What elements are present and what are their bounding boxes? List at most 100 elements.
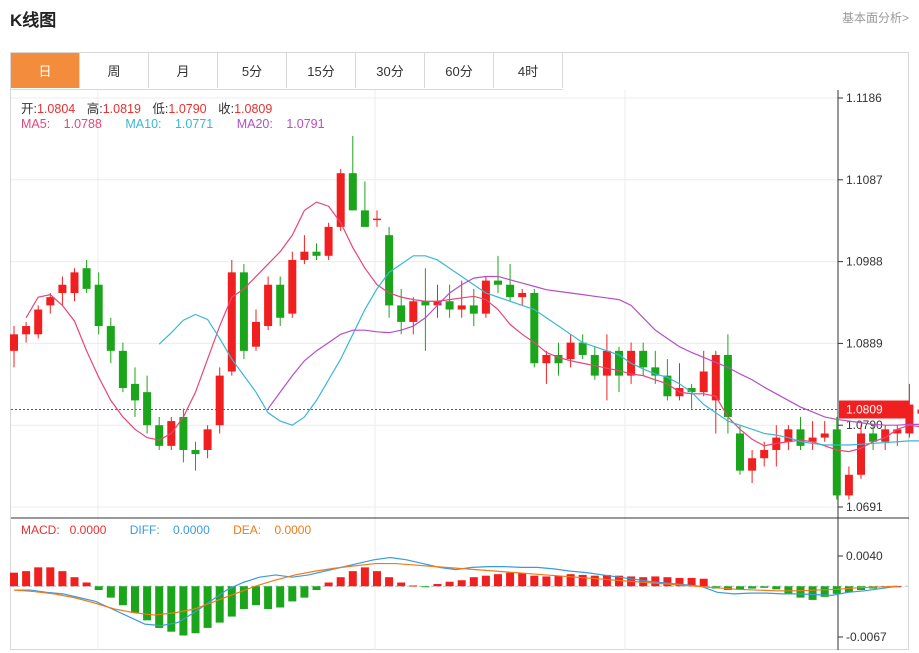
candle-body [288, 259, 297, 314]
candle-body [784, 429, 793, 442]
high-label: 高: [86, 102, 103, 116]
macd-bar [70, 577, 79, 587]
price-tick-label: 1.1087 [846, 173, 883, 187]
macd-bar [22, 571, 31, 587]
candle-body [457, 305, 466, 310]
candle-body [687, 388, 696, 393]
ma10-label: MA10: [125, 117, 165, 131]
tab-week[interactable]: 周 [80, 53, 149, 88]
macd-bar [457, 580, 466, 587]
tab-30min[interactable]: 30分 [356, 53, 425, 88]
macd-bar [58, 571, 67, 587]
ma5-value: 1.0788 [63, 117, 102, 131]
candle-body [397, 305, 406, 322]
macd-bar [445, 581, 454, 587]
ma20-label: MA20: [236, 117, 277, 131]
candle-body [300, 251, 309, 260]
candle-body [276, 284, 285, 318]
candle-body [760, 449, 769, 459]
macd-bar [736, 586, 744, 590]
candle-body [893, 429, 902, 434]
macd-bar [312, 586, 321, 591]
price-tick-label: 1.0988 [846, 255, 883, 269]
ohlc-readout: 开:1.0804 高:1.0819 低:1.0790 收:1.0809 [21, 98, 280, 117]
macd-label: MACD: [21, 523, 60, 537]
candle-body [699, 371, 708, 393]
candle-body [844, 474, 853, 496]
candle-body [143, 392, 152, 426]
candle-body [736, 433, 744, 471]
macd-bar [796, 586, 805, 598]
ma-readout: MA5: 1.0788 MA10: 1.0771 MA20: 1.0791 [21, 117, 345, 131]
close-value: 1.0809 [234, 102, 273, 116]
macd-bar [300, 586, 309, 598]
macd-bar [409, 585, 418, 587]
macd-bar [203, 586, 212, 628]
macd-bar [699, 578, 708, 587]
macd-bar [590, 575, 599, 587]
macd-bar [82, 582, 91, 587]
candle-body [70, 272, 79, 293]
candle-body [46, 297, 55, 306]
macd-bar [215, 586, 224, 623]
page-title: K线图 [10, 11, 57, 30]
macd-bar [167, 586, 176, 632]
tab-day[interactable]: 日 [11, 53, 80, 88]
macd-value: 0.0000 [69, 523, 107, 537]
macd-bar [494, 574, 502, 587]
tab-4hour[interactable]: 4时 [494, 53, 563, 88]
close-label: 收: [218, 102, 235, 116]
ma5-text: MA5: 1.0788 [21, 117, 112, 131]
price-tick-label: 1.0691 [846, 500, 883, 514]
ma5-label: MA5: [21, 117, 54, 131]
candle-body [22, 326, 31, 335]
candle-body [494, 280, 502, 285]
low-value: 1.0790 [168, 102, 207, 116]
fundamental-analysis-link[interactable]: 基本面分析> [841, 11, 909, 25]
candle-body [506, 284, 515, 298]
macd-bar [602, 574, 611, 587]
ma20-text: MA20: 1.0791 [237, 117, 335, 131]
candle-body [227, 272, 236, 372]
macd-bar [239, 586, 248, 609]
macd-bar [360, 567, 369, 587]
candle-body [796, 429, 805, 446]
macd-bar [94, 586, 103, 591]
tab-60min[interactable]: 60分 [425, 53, 494, 88]
dea-text: DEA: 0.0000 [233, 523, 321, 537]
tab-5min[interactable]: 5分 [218, 53, 287, 88]
candle-body [881, 429, 890, 442]
macd-bar [542, 576, 551, 587]
tab-month[interactable]: 月 [149, 53, 218, 88]
candle-body [832, 429, 841, 496]
candle-body [748, 458, 757, 471]
macd-bar [808, 586, 817, 600]
macd-bar [832, 586, 841, 594]
macd-bar [397, 582, 406, 587]
macd-bar [264, 586, 273, 609]
candle-body [336, 173, 345, 227]
candle-body [723, 354, 732, 417]
macd-bar [118, 586, 127, 606]
candle-body [348, 173, 357, 211]
macd-bar [10, 572, 18, 587]
ma-line-ma20 [267, 275, 919, 426]
macd-bar [663, 577, 672, 587]
macd-bar [687, 577, 696, 587]
macd-bar [433, 584, 442, 587]
candle-body [808, 437, 817, 442]
candle-body [203, 429, 212, 450]
candle-body [602, 350, 611, 376]
candle-body [905, 404, 914, 434]
macd-bar [820, 586, 829, 597]
macd-readout: MACD: 0.0000 DIFF: 0.0000 DEA: 0.0000 [21, 523, 331, 537]
candle-body [530, 292, 539, 364]
candle-body [191, 449, 200, 455]
ma-line-ma5 [25, 201, 919, 453]
diff-label: DIFF: [129, 523, 164, 537]
last-price-tag-label: 1.0809 [846, 403, 883, 417]
high-value: 1.0819 [102, 102, 141, 116]
tab-15min[interactable]: 15分 [287, 53, 356, 88]
macd-bar [651, 576, 660, 587]
